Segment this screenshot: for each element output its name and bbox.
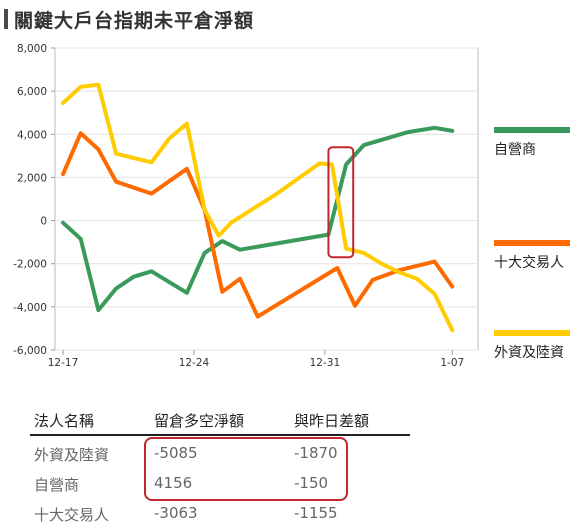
row-net-position: -3063	[154, 504, 198, 522]
row-institution: 自營商	[34, 476, 80, 494]
row-net-position: 4156	[154, 474, 193, 492]
table-header-divider	[30, 434, 410, 436]
y-tick-label: 4,000	[17, 129, 47, 141]
page-title: 關鍵大戶台指期未平倉淨額	[14, 9, 255, 32]
legend-label-top10: 十大交易人	[494, 255, 564, 271]
chart-highlight-box	[327, 146, 355, 259]
x-tick-label: 12-17	[48, 357, 79, 366]
legend-item-dealers: 自營商	[494, 127, 570, 159]
row-daily-change: -1870	[294, 444, 338, 462]
legend-swatch-dealers	[494, 127, 570, 133]
table-header-row: 法人名稱 留倉多空淨額 與昨日差額	[30, 406, 410, 436]
row-institution: 外資及陸資	[34, 446, 110, 464]
legend-label-dealers: 自營商	[494, 142, 536, 158]
series-line-2	[61, 82, 455, 333]
legend-swatch-foreign	[494, 330, 570, 336]
row-institution: 十大交易人	[34, 506, 110, 524]
y-tick-label: 6,000	[17, 86, 47, 98]
header-net-position: 留倉多空淨額	[154, 412, 245, 430]
y-tick-label: -6,000	[13, 345, 47, 357]
row-net-position: -5085	[154, 444, 198, 462]
table-row: 十大交易人 -3063 -1155	[30, 500, 410, 530]
y-tick-label: 2,000	[17, 172, 47, 184]
axis-layer: 8,0006,0004,0002,0000-2,000-4,000-6,0001…	[13, 43, 464, 366]
summary-table: 法人名稱 留倉多空淨額 與昨日差額 外資及陸資 -5085 -1870 自營商 …	[30, 406, 410, 530]
series-line-1	[61, 131, 455, 319]
title-bar: 關鍵大戶台指期未平倉淨額	[4, 6, 254, 32]
highlight-layer	[327, 146, 355, 259]
title-marker	[4, 9, 8, 29]
table-row: 自營商 4156 -150	[30, 470, 410, 500]
y-tick-label: -2,000	[13, 259, 47, 271]
header-daily-change: 與昨日差額	[294, 412, 370, 430]
legend-swatch-top10	[494, 240, 570, 246]
row-daily-change: -1155	[294, 504, 338, 522]
series-layer	[61, 82, 455, 333]
legend-item-top10: 十大交易人	[494, 240, 570, 272]
line-chart: 8,0006,0004,0002,0000-2,000-4,000-6,0001…	[13, 43, 479, 366]
y-tick-label: -4,000	[13, 302, 47, 314]
x-tick-label: 12-31	[310, 357, 341, 366]
header-institution: 法人名稱	[34, 412, 95, 430]
x-tick-label: 1-07	[440, 357, 464, 366]
table-row: 外資及陸資 -5085 -1870	[30, 440, 410, 470]
legend-label-foreign: 外資及陸資	[494, 345, 564, 361]
table-highlight-box	[144, 437, 348, 501]
row-daily-change: -150	[294, 474, 329, 492]
x-tick-label: 12-24	[179, 357, 210, 366]
y-tick-label: 0	[40, 216, 47, 228]
y-tick-label: 8,000	[17, 43, 47, 55]
legend-item-foreign: 外資及陸資	[494, 330, 570, 362]
